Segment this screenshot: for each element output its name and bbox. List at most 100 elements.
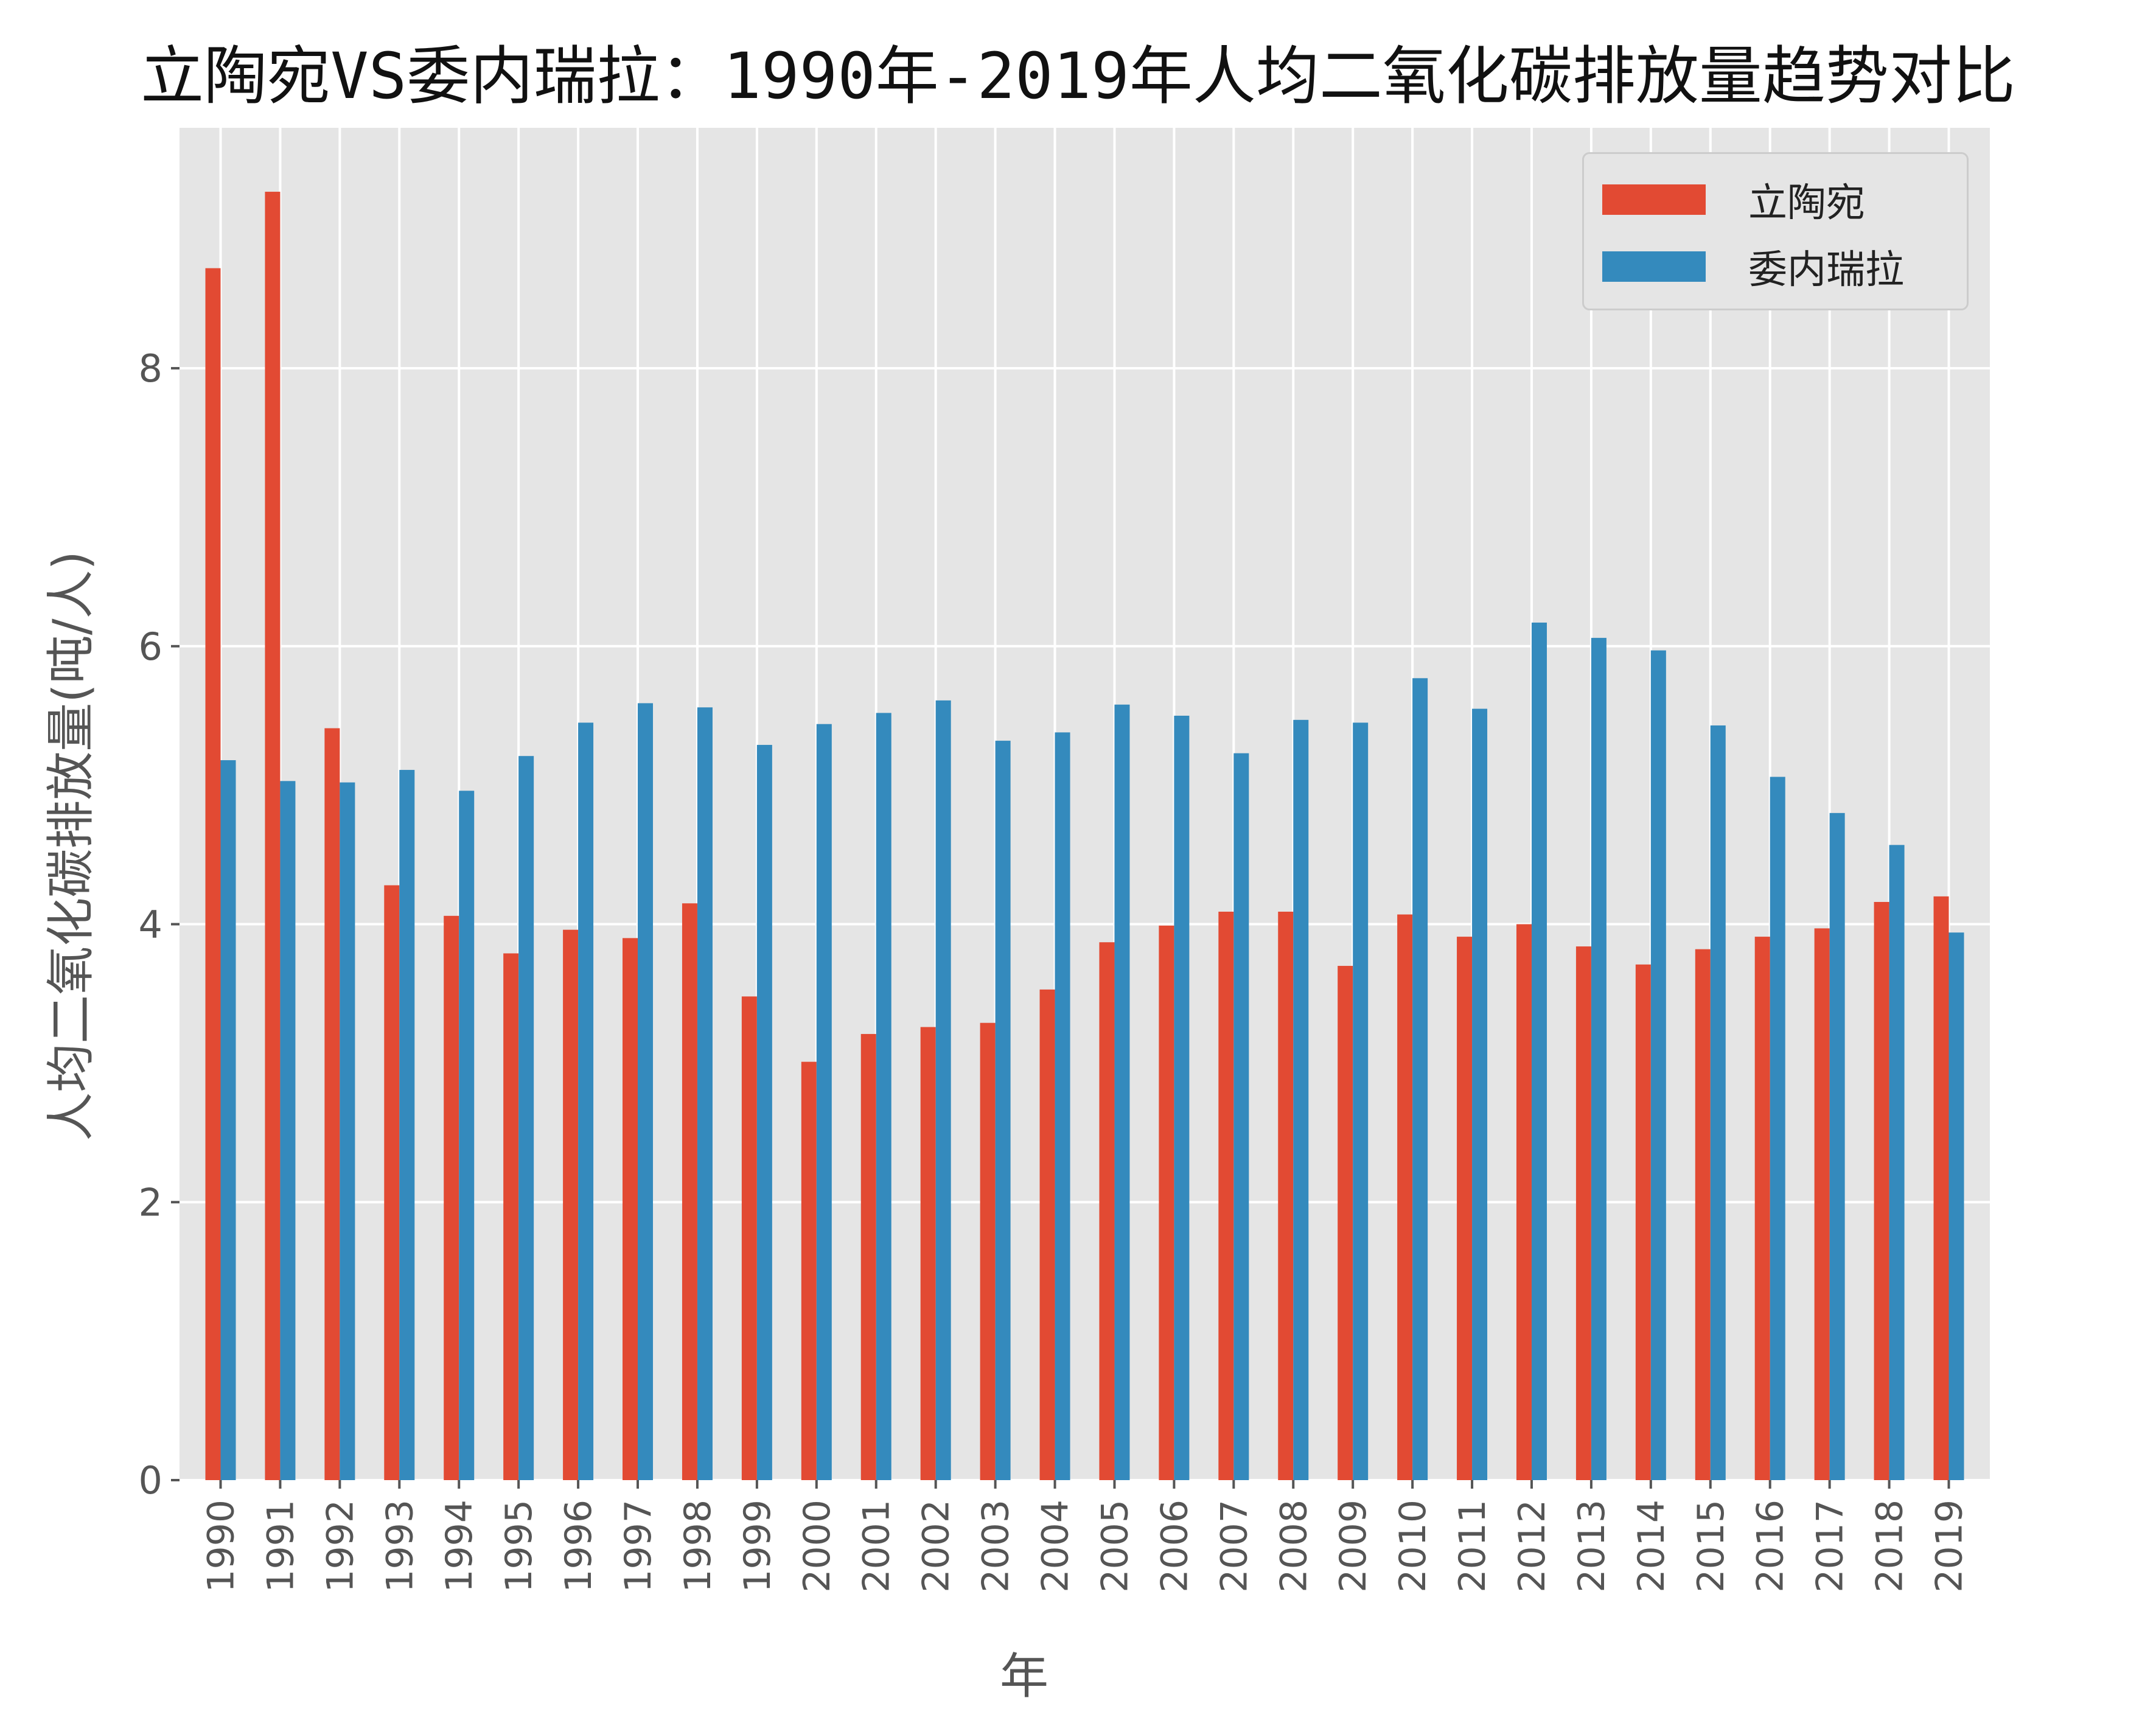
x-tick-label: 2018 xyxy=(1869,1500,1911,1593)
bar-venezuela xyxy=(1829,812,1845,1480)
bar-venezuela xyxy=(578,722,594,1480)
bar-lithuania xyxy=(741,996,757,1480)
bar-venezuela xyxy=(1710,725,1726,1480)
bar-venezuela xyxy=(1174,715,1190,1480)
bar-venezuela xyxy=(1650,650,1666,1480)
legend-swatch-venezuela xyxy=(1602,251,1706,282)
bar-lithuania xyxy=(920,1027,936,1480)
bar-lithuania xyxy=(1159,925,1174,1480)
x-tick-label: 2009 xyxy=(1332,1500,1375,1593)
bar-venezuela xyxy=(995,741,1011,1480)
bar-lithuania xyxy=(801,1061,817,1480)
legend-label-lithuania: 立陶宛 xyxy=(1748,181,1865,226)
bar-lithuania xyxy=(563,929,579,1480)
bar-lithuania xyxy=(1754,937,1770,1480)
x-tick-label: 1994 xyxy=(438,1500,481,1593)
x-tick-label: 2016 xyxy=(1750,1500,1792,1593)
y-tick-label: 0 xyxy=(139,1458,162,1503)
x-tick-label: 2002 xyxy=(915,1500,958,1593)
bar-lithuania xyxy=(860,1033,876,1480)
bar-lithuania xyxy=(384,885,400,1480)
bar-lithuania xyxy=(1814,928,1830,1480)
bars xyxy=(205,192,1964,1480)
x-tick-label: 1993 xyxy=(379,1500,421,1593)
bar-lithuania xyxy=(1278,911,1294,1480)
x-tick-label: 1991 xyxy=(259,1500,302,1593)
bar-lithuania xyxy=(1874,901,1889,1480)
bar-venezuela xyxy=(399,770,415,1480)
bar-lithuania xyxy=(1218,911,1234,1480)
bar-venezuela xyxy=(220,760,236,1480)
bar-lithuania xyxy=(324,728,340,1480)
legend-entry-venezuela: 委内瑞拉 xyxy=(1602,248,1904,293)
x-tick-label: 2011 xyxy=(1451,1500,1494,1593)
x-tick-label: 1999 xyxy=(736,1500,779,1593)
bar-venezuela xyxy=(459,791,475,1480)
x-axis-label: 年 xyxy=(1000,1648,1048,1705)
bar-lithuania xyxy=(623,938,638,1480)
axes: 0 2 4 6 8 1990 1991 1992 1993 1994 1995 1996 1997 199… xyxy=(139,346,1971,1593)
bar-venezuela xyxy=(1055,732,1070,1480)
y-axis-label: 人均二氧化碳排放量(吨/人) xyxy=(43,551,99,1141)
x-tick-label: 1995 xyxy=(498,1500,540,1593)
x-tick-label: 2014 xyxy=(1630,1500,1673,1593)
bar-venezuela xyxy=(816,724,832,1480)
x-tick-label: 1997 xyxy=(617,1500,660,1593)
y-tick-label: 8 xyxy=(139,346,162,391)
bar-venezuela xyxy=(1531,622,1547,1480)
bar-lithuania xyxy=(682,903,697,1480)
bar-lithuania xyxy=(1575,946,1591,1480)
bar-venezuela xyxy=(935,700,951,1480)
bar-venezuela xyxy=(340,782,355,1480)
bar-venezuela xyxy=(1114,704,1130,1480)
bar-venezuela xyxy=(1293,719,1309,1480)
bar-venezuela xyxy=(1770,777,1785,1480)
x-tick-label: 2001 xyxy=(856,1500,898,1593)
bar-lithuania xyxy=(1457,937,1473,1480)
y-tick-label: 2 xyxy=(139,1180,162,1225)
x-tick-label: 2005 xyxy=(1094,1500,1136,1593)
x-tick-label: 2000 xyxy=(796,1500,839,1593)
bar-venezuela xyxy=(1948,932,1964,1480)
legend-label-venezuela: 委内瑞拉 xyxy=(1748,248,1904,293)
chart-title: 立陶宛VS委内瑞拉：1990年-2019年人均二氧化碳排放量趋势对比 xyxy=(141,39,2015,113)
bar-venezuela xyxy=(1472,708,1488,1480)
x-tick-label: 2010 xyxy=(1392,1500,1434,1593)
x-tick-label: 2012 xyxy=(1511,1500,1554,1593)
legend-swatch-lithuania xyxy=(1602,184,1706,215)
bar-lithuania xyxy=(1099,942,1115,1480)
bar-venezuela xyxy=(756,744,772,1480)
x-tick-label: 1992 xyxy=(319,1500,361,1593)
bar-lithuania xyxy=(1338,966,1353,1480)
bar-lithuania xyxy=(1635,964,1651,1480)
bar-venezuela xyxy=(1591,638,1607,1480)
x-tick-label: 1998 xyxy=(677,1500,719,1593)
x-tick-label: 2019 xyxy=(1928,1500,1970,1593)
bar-venezuela xyxy=(280,781,296,1480)
bar-venezuela xyxy=(638,703,654,1480)
bar-lithuania xyxy=(503,953,519,1480)
bar-venezuela xyxy=(876,713,891,1480)
bar-venezuela xyxy=(1353,722,1369,1480)
bar-lithuania xyxy=(1397,914,1413,1480)
bar-venezuela xyxy=(1233,753,1249,1480)
bar-lithuania xyxy=(1039,989,1055,1480)
x-tick-label: 1990 xyxy=(200,1500,243,1593)
bar-venezuela xyxy=(518,756,534,1480)
y-tick-label: 6 xyxy=(139,624,162,669)
x-tick-label: 2017 xyxy=(1809,1500,1852,1593)
x-tick-label: 2004 xyxy=(1034,1500,1077,1593)
plot-area xyxy=(180,128,1990,1480)
x-tick-label: 2008 xyxy=(1272,1500,1315,1593)
x-tick-label: 2015 xyxy=(1690,1500,1732,1593)
x-tick-label: 1996 xyxy=(557,1500,600,1593)
bar-lithuania xyxy=(205,268,221,1480)
bar-lithuania xyxy=(444,915,459,1480)
bar-lithuania xyxy=(1695,949,1711,1480)
bar-lithuania xyxy=(980,1022,996,1480)
bar-lithuania xyxy=(1933,896,1949,1480)
y-tick-label: 4 xyxy=(139,903,162,947)
x-tick-label: 2006 xyxy=(1153,1500,1196,1593)
bar-lithuania xyxy=(265,192,281,1480)
